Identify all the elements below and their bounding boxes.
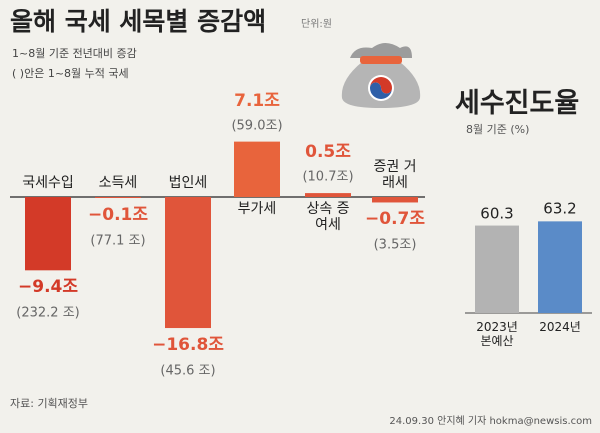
chart-title: 올해 국세 세목별 증감액 [10,7,267,36]
bar [372,197,418,203]
category-label: 법인세 [168,174,208,191]
cumulative-label: (77.1 조) [90,233,146,249]
note: ( )안은 1~8월 누적 국세 [12,67,129,80]
value-label: −0.7조 [365,209,425,230]
cumulative-label: (59.0조) [231,118,283,134]
bar [305,193,351,197]
category-label: 2023년 본예산 [476,320,518,348]
category-label: 소득세 [98,174,138,191]
bar [234,141,280,197]
value-label: 7.1조 [234,90,280,111]
category-label: 증권 거래세 [373,158,417,191]
category-label: 상속 증여세 [306,201,350,234]
bar [95,197,141,198]
subtitle: 1~8월 기준 전년대비 증감 [12,47,137,60]
value-label: 63.2 [543,199,577,218]
money-bag-icon [341,43,421,108]
cumulative-label: (10.7조) [302,169,354,185]
subtitle: 8월 기준 (%) [466,123,530,136]
value-label: 60.3 [480,203,514,222]
value-label: −16.8조 [152,335,224,356]
bar [165,197,211,329]
category-label: 부가세 [237,201,277,217]
credit: 24.09.30 안지혜 기자 hokma@newsis.com [389,416,592,427]
source: 자료: 기획재정부 [10,397,89,410]
cumulative-label: (232.2 조) [16,305,80,321]
category-label: 2024년 [539,320,581,334]
bar [25,197,71,271]
category-label: 국세수입 [22,174,74,191]
bar [475,225,519,313]
unit-label: 단위:원 [301,19,332,30]
cumulative-label: (3.5조) [373,237,417,253]
value-label: −0.1조 [88,204,148,225]
value-label: 0.5조 [305,142,351,163]
chart-title: 세수진도율 [455,88,580,119]
value-label: −9.4조 [18,277,78,298]
bar [538,221,582,313]
cumulative-label: (45.6 조) [160,363,216,379]
